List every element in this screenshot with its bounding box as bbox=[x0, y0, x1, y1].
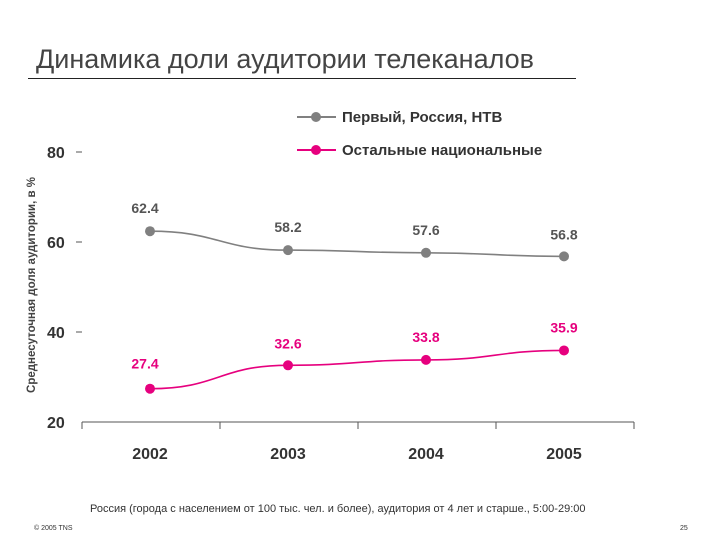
page-title: Динамика доли аудитории телеканалов bbox=[36, 44, 535, 74]
data-label-0-2: 57.6 bbox=[412, 222, 439, 238]
legend-marker-0 bbox=[311, 112, 321, 122]
y-axis-label: Среднесуточная доля аудитории, в % bbox=[26, 177, 38, 393]
y-tick-label-60: 60 bbox=[47, 235, 65, 252]
data-label-1-2: 33.8 bbox=[412, 329, 439, 345]
data-point-1-3 bbox=[559, 345, 569, 356]
data-point-1-2 bbox=[421, 354, 431, 365]
legend-label-0: Первый, Россия, НТВ bbox=[342, 109, 502, 126]
data-point-0-2 bbox=[421, 247, 431, 258]
data-point-1-1 bbox=[283, 360, 293, 371]
data-label-0-3: 56.8 bbox=[550, 226, 577, 242]
legend-marker-1 bbox=[311, 145, 321, 155]
footnote: Россия (города с населением от 100 тыс. … bbox=[90, 503, 586, 515]
data-label-1-0: 27.4 bbox=[131, 356, 158, 372]
series-line-1 bbox=[149, 349, 565, 390]
y-tick-label-20: 20 bbox=[47, 415, 65, 432]
copyright: © 2005 TNS bbox=[34, 525, 73, 532]
legend-label-1: Остальные национальные bbox=[342, 142, 542, 159]
x-tick-label-2005: 2005 bbox=[546, 446, 582, 463]
y-tick-label-80: 80 bbox=[47, 145, 65, 162]
y-tick-label-40: 40 bbox=[47, 325, 65, 342]
data-label-0-0: 62.4 bbox=[131, 200, 158, 216]
series-line-0 bbox=[149, 230, 565, 258]
title-divider bbox=[28, 78, 576, 79]
x-tick-label-2004: 2004 bbox=[408, 446, 444, 463]
data-point-0-1 bbox=[283, 245, 293, 256]
data-label-1-3: 35.9 bbox=[550, 319, 577, 335]
data-label-1-1: 32.6 bbox=[274, 335, 301, 351]
data-point-0-0 bbox=[145, 226, 155, 237]
data-label-0-1: 58.2 bbox=[274, 219, 301, 235]
page-number: 25 bbox=[680, 525, 688, 532]
data-point-0-3 bbox=[559, 251, 569, 262]
data-point-1-0 bbox=[145, 383, 155, 394]
x-tick-label-2002: 2002 bbox=[132, 446, 168, 463]
x-tick-label-2003: 2003 bbox=[270, 446, 306, 463]
